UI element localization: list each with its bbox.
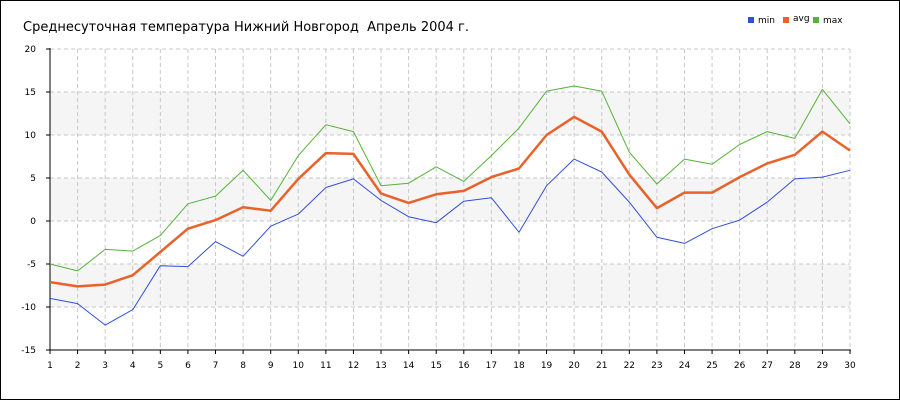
- legend-label-avg: avg: [793, 14, 810, 24]
- x-tick-label: 25: [706, 361, 717, 371]
- x-tick-label: 29: [817, 361, 829, 371]
- x-tick-label: 20: [568, 361, 580, 371]
- x-tick-label: 3: [102, 361, 108, 371]
- y-tick-label: 0: [30, 217, 36, 227]
- legend-label-min: min: [758, 16, 775, 26]
- legend-item-min: min: [748, 16, 775, 26]
- legend-label-max: max: [823, 16, 843, 26]
- x-tick-label: 2: [75, 361, 81, 371]
- x-tick-label: 21: [596, 361, 607, 371]
- x-tick-label: 9: [268, 361, 274, 371]
- x-tick-label: 15: [430, 361, 441, 371]
- y-tick-label: -15: [21, 346, 36, 356]
- series-line-min: [49, 158, 851, 326]
- grid-band: [50, 92, 850, 135]
- x-tick-label: 23: [651, 361, 662, 371]
- x-tick-label: 26: [734, 361, 746, 371]
- y-tick-label: 5: [30, 174, 36, 184]
- x-tick-label: 12: [348, 361, 359, 371]
- x-tick-label: 16: [458, 361, 470, 371]
- series-line-max: [49, 85, 851, 272]
- x-tick-label: 10: [293, 361, 305, 371]
- x-tick-label: 18: [513, 361, 525, 371]
- legend-swatch-avg: [783, 17, 789, 23]
- x-tick-label: 6: [185, 361, 191, 371]
- chart-title: Среднесуточная температура Нижний Новгор…: [23, 20, 470, 35]
- x-tick-label: 8: [240, 361, 246, 371]
- y-tick-label: -10: [21, 303, 36, 313]
- legend-swatch-max: [813, 17, 819, 23]
- legend-item-avg: avg: [783, 14, 810, 26]
- y-tick-label: -5: [27, 260, 36, 270]
- x-tick-label: 11: [320, 361, 331, 371]
- y-tick-label: 15: [25, 88, 36, 98]
- x-tick-label: 7: [213, 361, 219, 371]
- x-tick-label: 27: [762, 361, 773, 371]
- x-tick-label: 5: [157, 361, 163, 371]
- x-tick-label: 22: [624, 361, 635, 371]
- x-tick-label: 17: [486, 361, 497, 371]
- x-tick-label: 28: [789, 361, 801, 371]
- y-tick-label: 10: [25, 131, 37, 141]
- y-tick-label: 20: [25, 45, 37, 55]
- legend-item-max: max: [813, 16, 843, 26]
- x-tick-label: 19: [541, 361, 553, 371]
- legend-swatch-min: [748, 17, 754, 23]
- x-tick-label: 24: [679, 361, 691, 371]
- grid-band: [50, 178, 850, 221]
- series-line-avg: [49, 115, 851, 288]
- x-tick-label: 14: [403, 361, 415, 371]
- x-tick-label: 4: [130, 361, 136, 371]
- grid-band: [50, 264, 850, 307]
- x-tick-label: 1: [47, 361, 53, 371]
- x-tick-label: 13: [375, 361, 386, 371]
- x-tick-label: 30: [844, 361, 856, 371]
